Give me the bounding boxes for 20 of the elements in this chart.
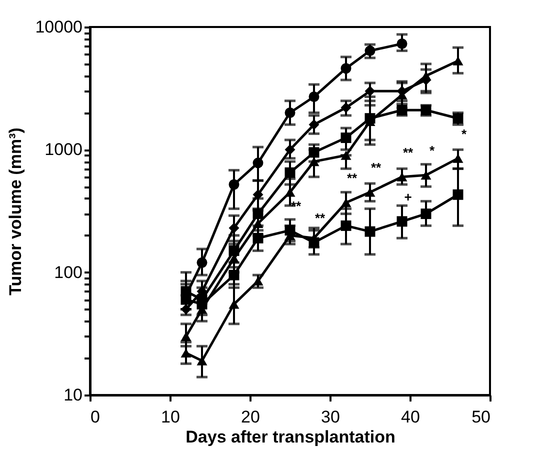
annotation: * xyxy=(461,126,468,142)
annotation: ** xyxy=(346,170,358,186)
annotation: ** xyxy=(402,144,414,160)
annotation: + xyxy=(404,189,412,204)
x-tick-label: 10 xyxy=(161,408,180,426)
x-tick-label: 0 xyxy=(90,408,100,426)
y-tick-label: 10 xyxy=(64,386,82,404)
annotation: ** xyxy=(370,160,382,176)
annotation: * xyxy=(429,143,436,158)
annotation: ** xyxy=(314,210,326,226)
y-axis-title: Tumor volume (mm³) xyxy=(6,128,26,296)
x-axis-title: Days after transplantation xyxy=(186,428,396,446)
x-tick-label: 30 xyxy=(321,408,340,426)
y-tick-label: 1000 xyxy=(44,140,82,160)
x-tick-label: 20 xyxy=(241,408,260,426)
x-tick-label: 50 xyxy=(472,408,490,426)
y-tick-label: 10000 xyxy=(35,18,82,36)
y-tick-label: 100 xyxy=(54,262,82,282)
annotation: ** xyxy=(290,198,302,214)
x-tick-label: 40 xyxy=(401,408,420,426)
